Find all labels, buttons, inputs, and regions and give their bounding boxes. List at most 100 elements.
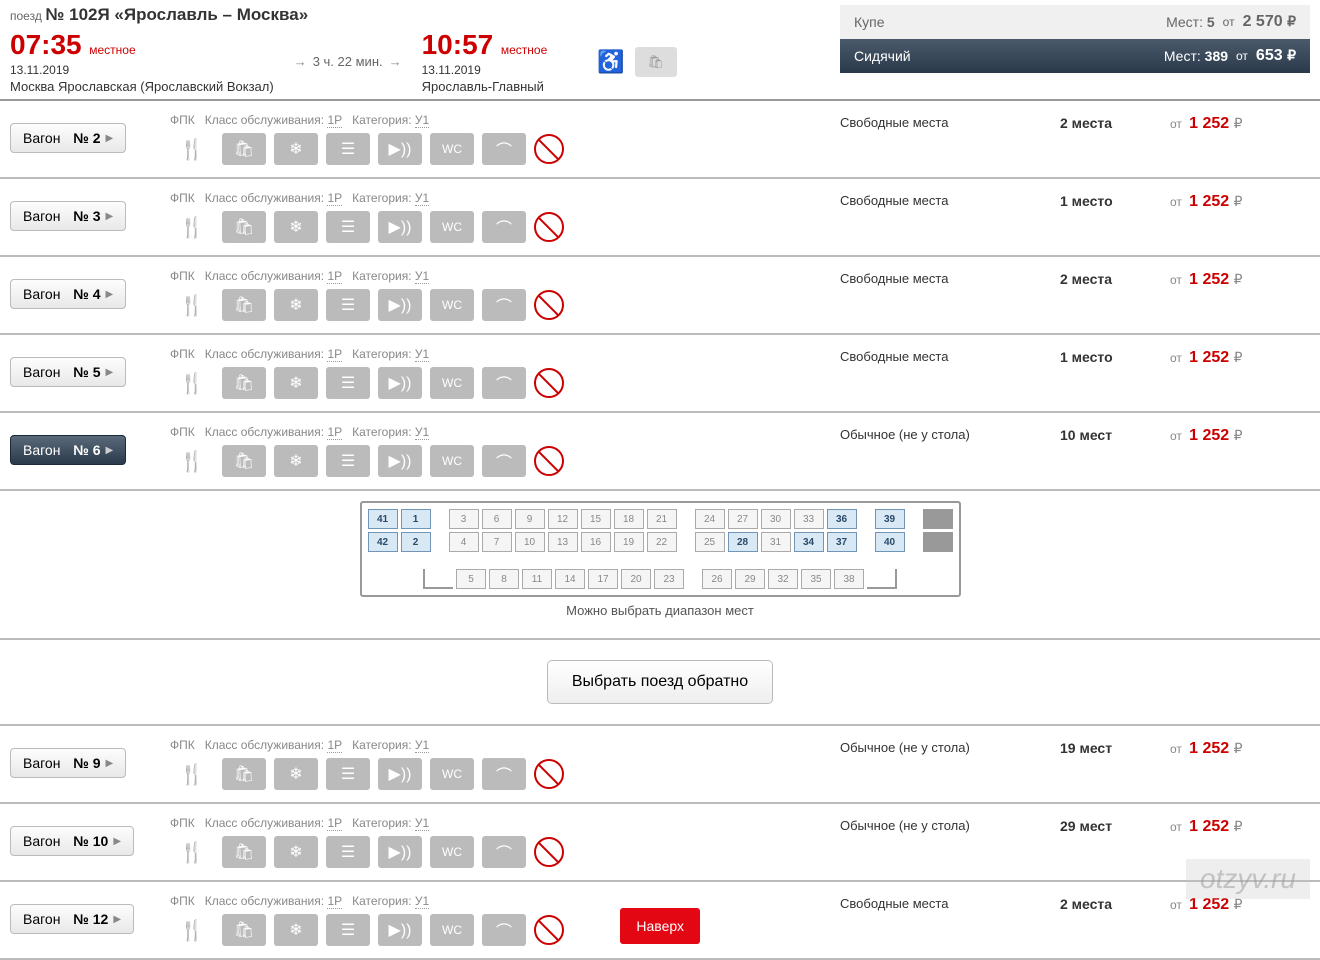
- seat-18: 18: [614, 509, 644, 529]
- seat-40[interactable]: 40: [875, 532, 905, 552]
- seat-type: Свободные места: [840, 269, 1040, 286]
- wc-icon: WC: [430, 758, 474, 790]
- seat-: [923, 509, 953, 529]
- wagon-button-№ 12[interactable]: Вагон № 12 ▶: [10, 904, 134, 934]
- wc-icon: WC: [430, 836, 474, 868]
- wagon-row: Вагон № 10 ▶ ФПК Класс обслуживания: 1Р …: [0, 804, 1320, 882]
- wagon-button-№ 10[interactable]: Вагон № 10 ▶: [10, 826, 134, 856]
- seat-33: 33: [794, 509, 824, 529]
- seat-31: 31: [761, 532, 791, 552]
- seat-42[interactable]: 42: [368, 532, 398, 552]
- media-icon: ▶)): [378, 289, 422, 321]
- no-smoking-icon: [534, 446, 564, 476]
- price-from: от: [1170, 195, 1182, 209]
- restaurant-icon: 🍴: [170, 289, 214, 321]
- train-title: № 102Я «Ярославль – Москва»: [45, 5, 308, 24]
- seat-: [923, 532, 953, 552]
- no-smoking-icon: [534, 368, 564, 398]
- wagon-button-№ 2[interactable]: Вагон № 2 ▶: [10, 123, 126, 153]
- seat-36[interactable]: 36: [827, 509, 857, 529]
- linen-icon: ☰: [326, 836, 370, 868]
- seat-count: 2 места: [1060, 113, 1150, 131]
- hygiene-icon: ⌒: [482, 133, 526, 165]
- service-line: ФПК Класс обслуживания: 1Р Категория: У1: [170, 425, 820, 439]
- linen-icon: ☰: [326, 133, 370, 165]
- wagon-button-№ 6[interactable]: Вагон № 6 ▶: [10, 435, 126, 465]
- no-smoking-icon: [534, 915, 564, 945]
- no-smoking-icon: [534, 290, 564, 320]
- seat-map: 41136912151821242730333639 4224710131619…: [0, 491, 1320, 640]
- seat-type: Свободные места: [840, 894, 1040, 911]
- tab-kupe[interactable]: Купе Мест: 5 от 2 570 ₽: [840, 5, 1310, 39]
- seat-13: 13: [548, 532, 578, 552]
- restaurant-icon: 🍴: [170, 367, 214, 399]
- seat-39[interactable]: 39: [875, 509, 905, 529]
- seat-27: 27: [728, 509, 758, 529]
- seat-9: 9: [515, 509, 545, 529]
- seat-41[interactable]: 41: [368, 509, 398, 529]
- price-value: 1 252 ₽: [1189, 193, 1242, 210]
- price-from: от: [1170, 898, 1182, 912]
- restaurant-icon: 🍴: [170, 133, 214, 165]
- seat-32: 32: [768, 569, 798, 589]
- seat-21: 21: [647, 509, 677, 529]
- seat-10: 10: [515, 532, 545, 552]
- seat-34[interactable]: 34: [794, 532, 824, 552]
- no-smoking-icon: [534, 837, 564, 867]
- linen-icon: ☰: [326, 445, 370, 477]
- seat-19: 19: [614, 532, 644, 552]
- hygiene-icon: ⌒: [482, 836, 526, 868]
- seat-30: 30: [761, 509, 791, 529]
- aircon-icon: ❄: [274, 758, 318, 790]
- media-icon: ▶)): [378, 445, 422, 477]
- wagon-row: Вагон № 3 ▶ ФПК Класс обслуживания: 1Р К…: [0, 179, 1320, 257]
- no-smoking-icon: [534, 134, 564, 164]
- service-line: ФПК Класс обслуживания: 1Р Категория: У1: [170, 269, 820, 283]
- aircon-icon: ❄: [274, 211, 318, 243]
- media-icon: ▶)): [378, 836, 422, 868]
- no-smoking-icon: [534, 759, 564, 789]
- seat-2[interactable]: 2: [401, 532, 431, 552]
- luggage-icon: 🛍: [222, 367, 266, 399]
- wagon-row: Вагон № 2 ▶ ФПК Класс обслуживания: 1Р К…: [0, 101, 1320, 179]
- seat-38: 38: [834, 569, 864, 589]
- seat-1[interactable]: 1: [401, 509, 431, 529]
- scroll-top-button[interactable]: Наверх: [620, 908, 700, 944]
- price-from: от: [1170, 742, 1182, 756]
- seat-24: 24: [695, 509, 725, 529]
- wagon-button-№ 5[interactable]: Вагон № 5 ▶: [10, 357, 126, 387]
- seat-type: Обычное (не у стола): [840, 425, 1040, 442]
- tab-seat[interactable]: Сидячий Мест: 389 от 653 ₽: [840, 39, 1310, 73]
- luggage-icon: 🛍: [222, 445, 266, 477]
- seat-11: 11: [522, 569, 552, 589]
- seat-map-hint: Можно выбрать диапазон мест: [10, 603, 1310, 618]
- service-line: ФПК Класс обслуживания: 1Р Категория: У1: [170, 347, 820, 361]
- price-from: от: [1170, 820, 1182, 834]
- luggage-icon: 🛍: [222, 836, 266, 868]
- seat-3: 3: [449, 509, 479, 529]
- linen-icon: ☰: [326, 367, 370, 399]
- watermark: otzyv.ru: [1186, 859, 1310, 899]
- seat-count: 29 мест: [1060, 816, 1150, 834]
- seat-22: 22: [647, 532, 677, 552]
- seat-28[interactable]: 28: [728, 532, 758, 552]
- return-train-button[interactable]: Выбрать поезд обратно: [547, 660, 773, 704]
- seat-8: 8: [489, 569, 519, 589]
- wagon-button-№ 4[interactable]: Вагон № 4 ▶: [10, 279, 126, 309]
- seat-37[interactable]: 37: [827, 532, 857, 552]
- seat-4: 4: [449, 532, 479, 552]
- wagon-button-№ 3[interactable]: Вагон № 3 ▶: [10, 201, 126, 231]
- service-line: ФПК Класс обслуживания: 1Р Категория: У1: [170, 738, 820, 752]
- restaurant-icon: 🍴: [170, 758, 214, 790]
- seat-26: 26: [702, 569, 732, 589]
- wagon-button-№ 9[interactable]: Вагон № 9 ▶: [10, 748, 126, 778]
- seat-type: Свободные места: [840, 347, 1040, 364]
- linen-icon: ☰: [326, 914, 370, 946]
- hygiene-icon: ⌒: [482, 367, 526, 399]
- seat-type: Обычное (не у стола): [840, 816, 1040, 833]
- seat-23: 23: [654, 569, 684, 589]
- price-from: от: [1170, 273, 1182, 287]
- departure-local: местное: [89, 43, 135, 57]
- media-icon: ▶)): [378, 211, 422, 243]
- media-icon: ▶)): [378, 133, 422, 165]
